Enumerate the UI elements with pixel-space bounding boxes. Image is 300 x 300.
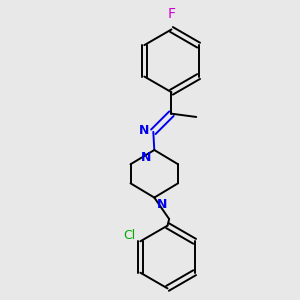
Text: F: F — [167, 7, 175, 21]
Text: N: N — [157, 198, 167, 211]
Text: N: N — [139, 124, 149, 137]
Text: Cl: Cl — [123, 229, 136, 242]
Text: N: N — [141, 151, 151, 164]
